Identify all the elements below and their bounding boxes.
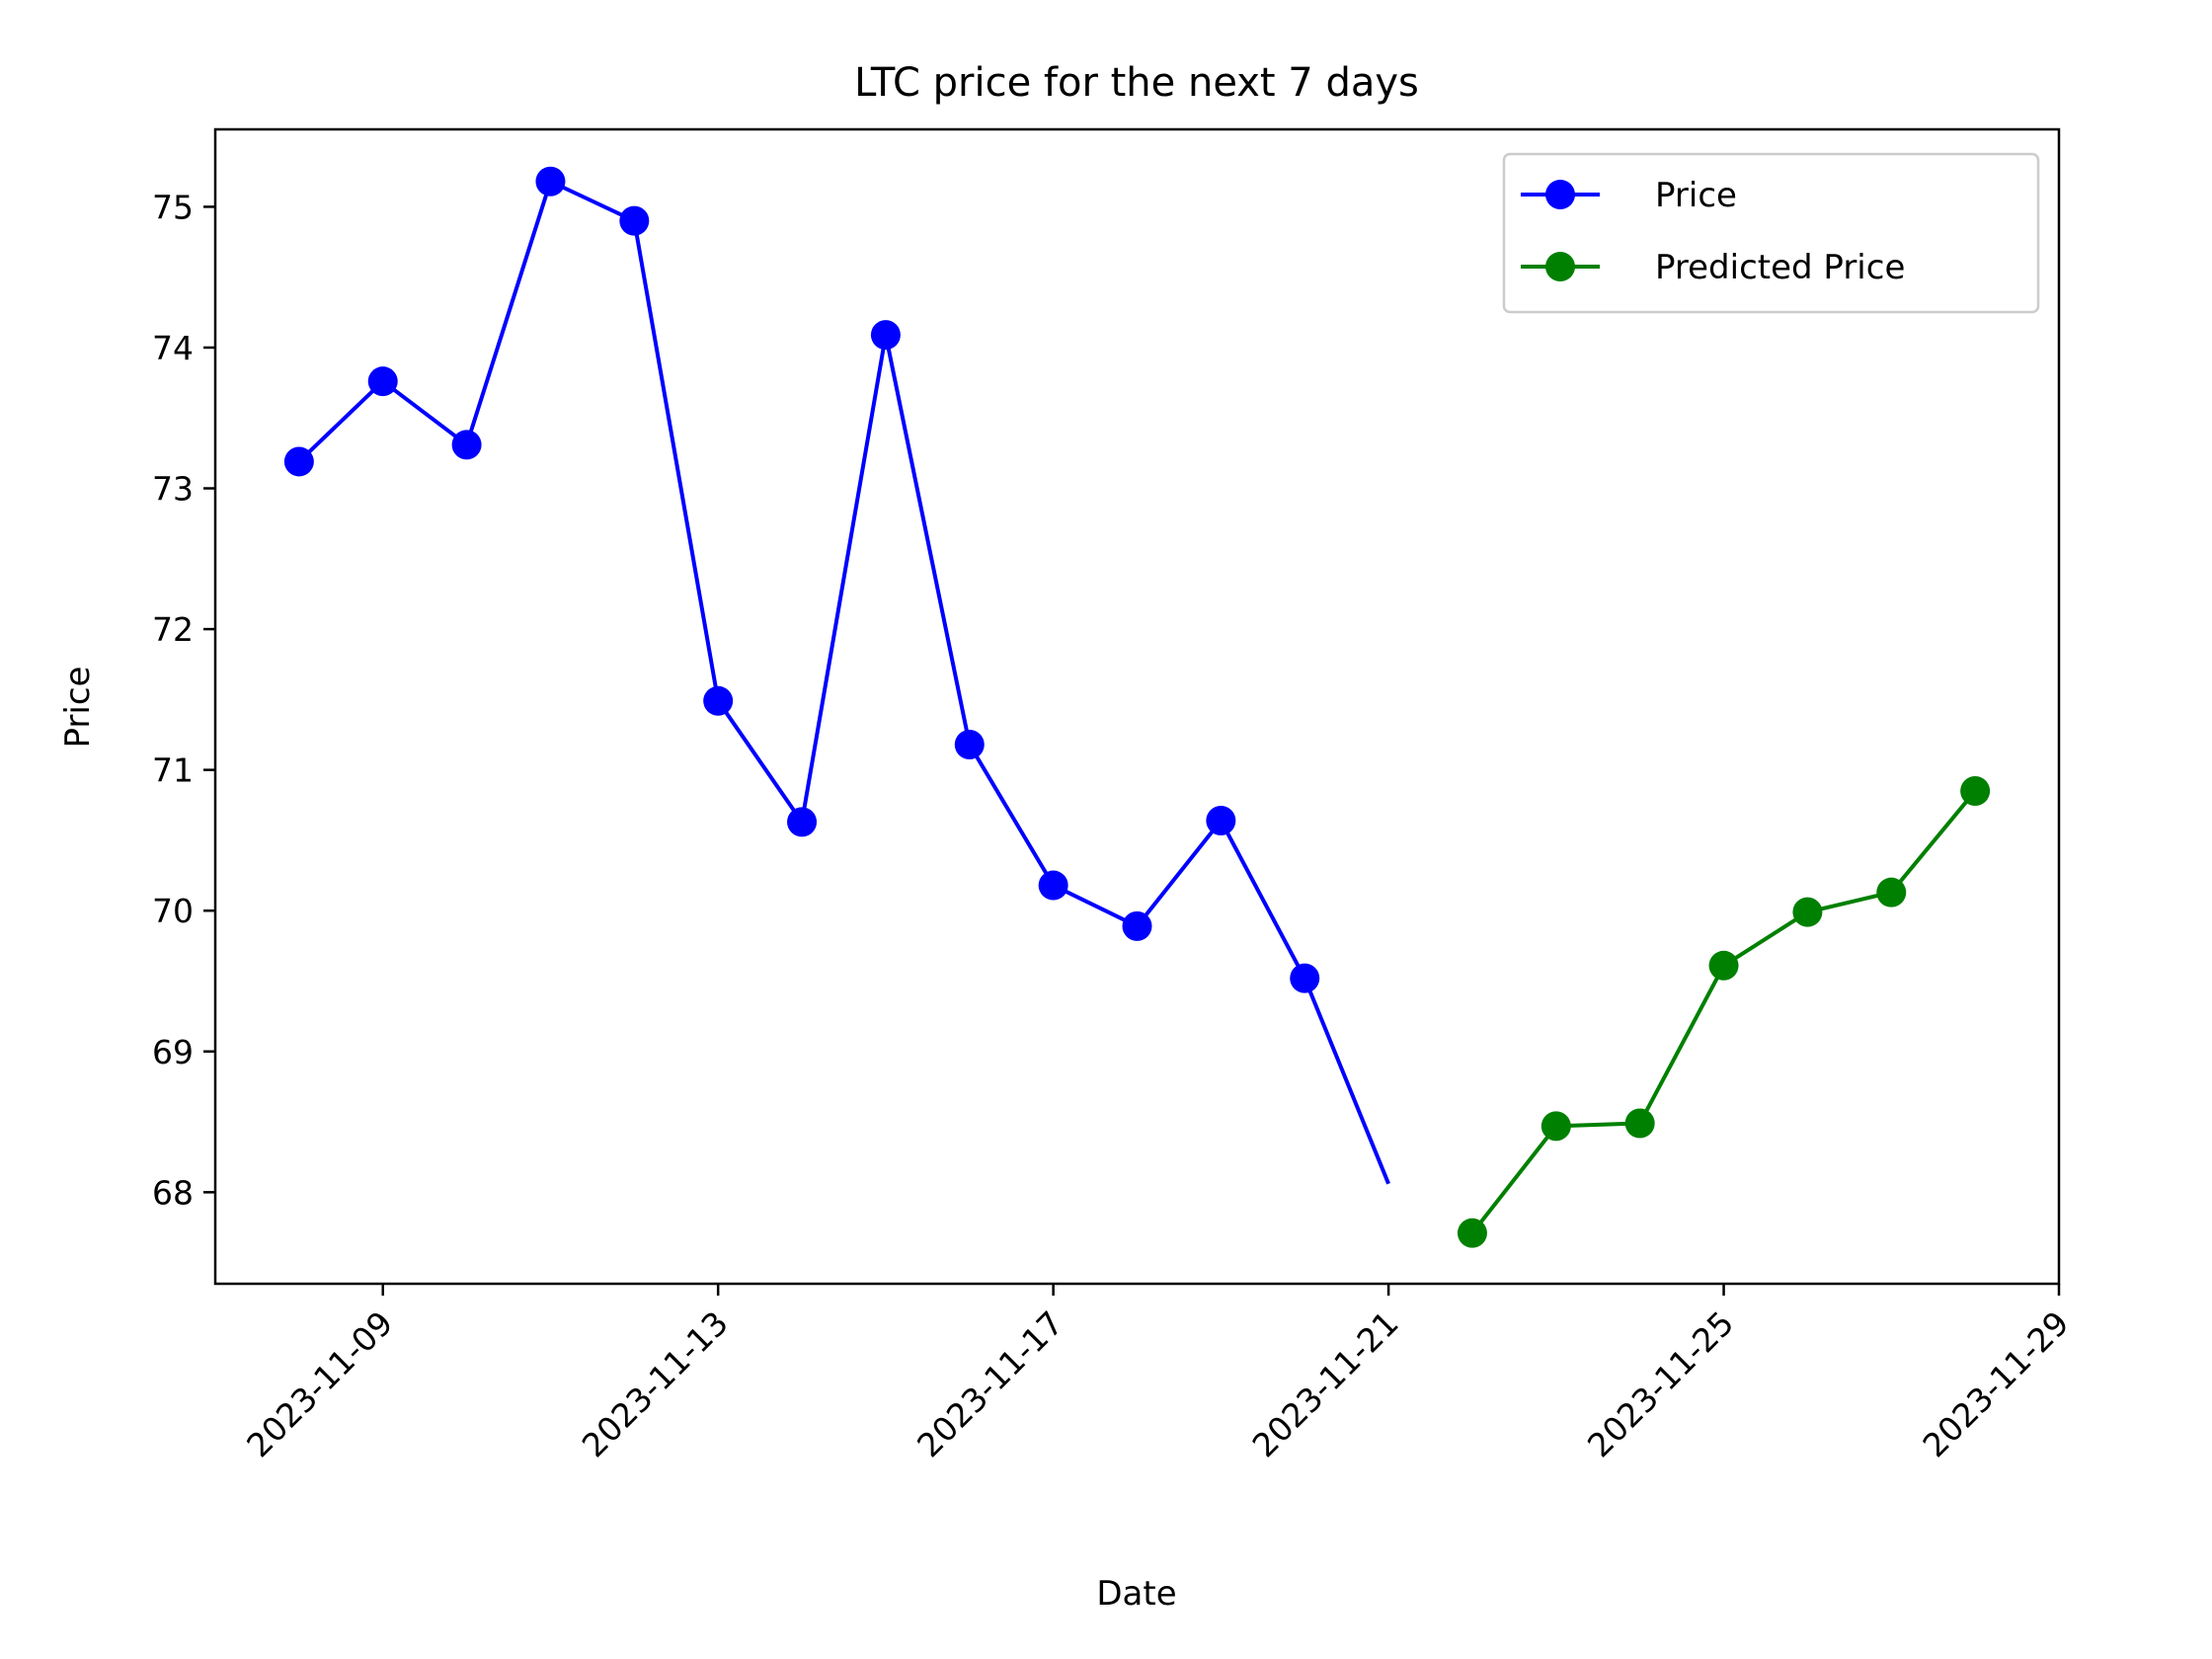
- y-tick-label: 70: [152, 892, 194, 930]
- chart-title: LTC price for the next 7 days: [854, 60, 1419, 106]
- legend-marker-2: [1545, 252, 1575, 281]
- series-1-point: [1290, 963, 1320, 993]
- series-1-point: [451, 430, 482, 460]
- series-2-point: [1876, 877, 1907, 908]
- series-1-point: [787, 807, 818, 837]
- series-1-point: [870, 320, 901, 351]
- y-tick-label: 68: [152, 1173, 194, 1212]
- series-1-point: [367, 366, 398, 397]
- series-1-point: [703, 685, 734, 716]
- y-tick-label: 74: [152, 329, 194, 367]
- series-1-point: [954, 729, 985, 759]
- legend-marker-1: [1545, 180, 1575, 209]
- y-axis: 68 69 70 71 72 73 74 75: [152, 188, 215, 1212]
- series-2-point: [1540, 1111, 1571, 1142]
- y-tick-label: 69: [152, 1033, 194, 1071]
- y-tick-label: 71: [152, 751, 194, 790]
- y-tick-label: 75: [152, 188, 194, 226]
- series-2-point: [1708, 950, 1739, 981]
- series-1-point: [619, 205, 650, 236]
- legend-label-1: Price: [1655, 176, 1737, 215]
- legend: Price Predicted Price: [1502, 152, 2040, 314]
- series-2-point: [1457, 1218, 1487, 1248]
- series-1-point: [535, 166, 566, 197]
- y-axis-label: Price: [58, 667, 98, 749]
- series-2-point: [1960, 776, 1991, 807]
- plot-area: [283, 166, 1991, 1248]
- y-tick-label: 72: [152, 610, 194, 649]
- series-1-point: [1206, 805, 1236, 835]
- series-2-point: [1624, 1108, 1655, 1139]
- series-1-point: [1038, 870, 1068, 901]
- plot-frame: [213, 127, 2061, 1286]
- series-1-point: [283, 446, 314, 477]
- legend-label-2: Predicted Price: [1655, 248, 1905, 287]
- y-tick-label: 73: [152, 470, 194, 509]
- x-axis-label: Date: [1096, 1574, 1176, 1614]
- series-line-1: [297, 179, 1390, 1185]
- legend-box: [1502, 152, 2040, 314]
- series-1-point: [1122, 910, 1152, 941]
- series-2-point: [1792, 897, 1823, 927]
